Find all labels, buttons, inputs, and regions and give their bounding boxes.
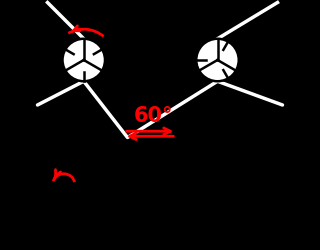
Circle shape [196, 39, 239, 81]
Circle shape [62, 39, 105, 81]
Text: 60°: 60° [134, 106, 173, 126]
